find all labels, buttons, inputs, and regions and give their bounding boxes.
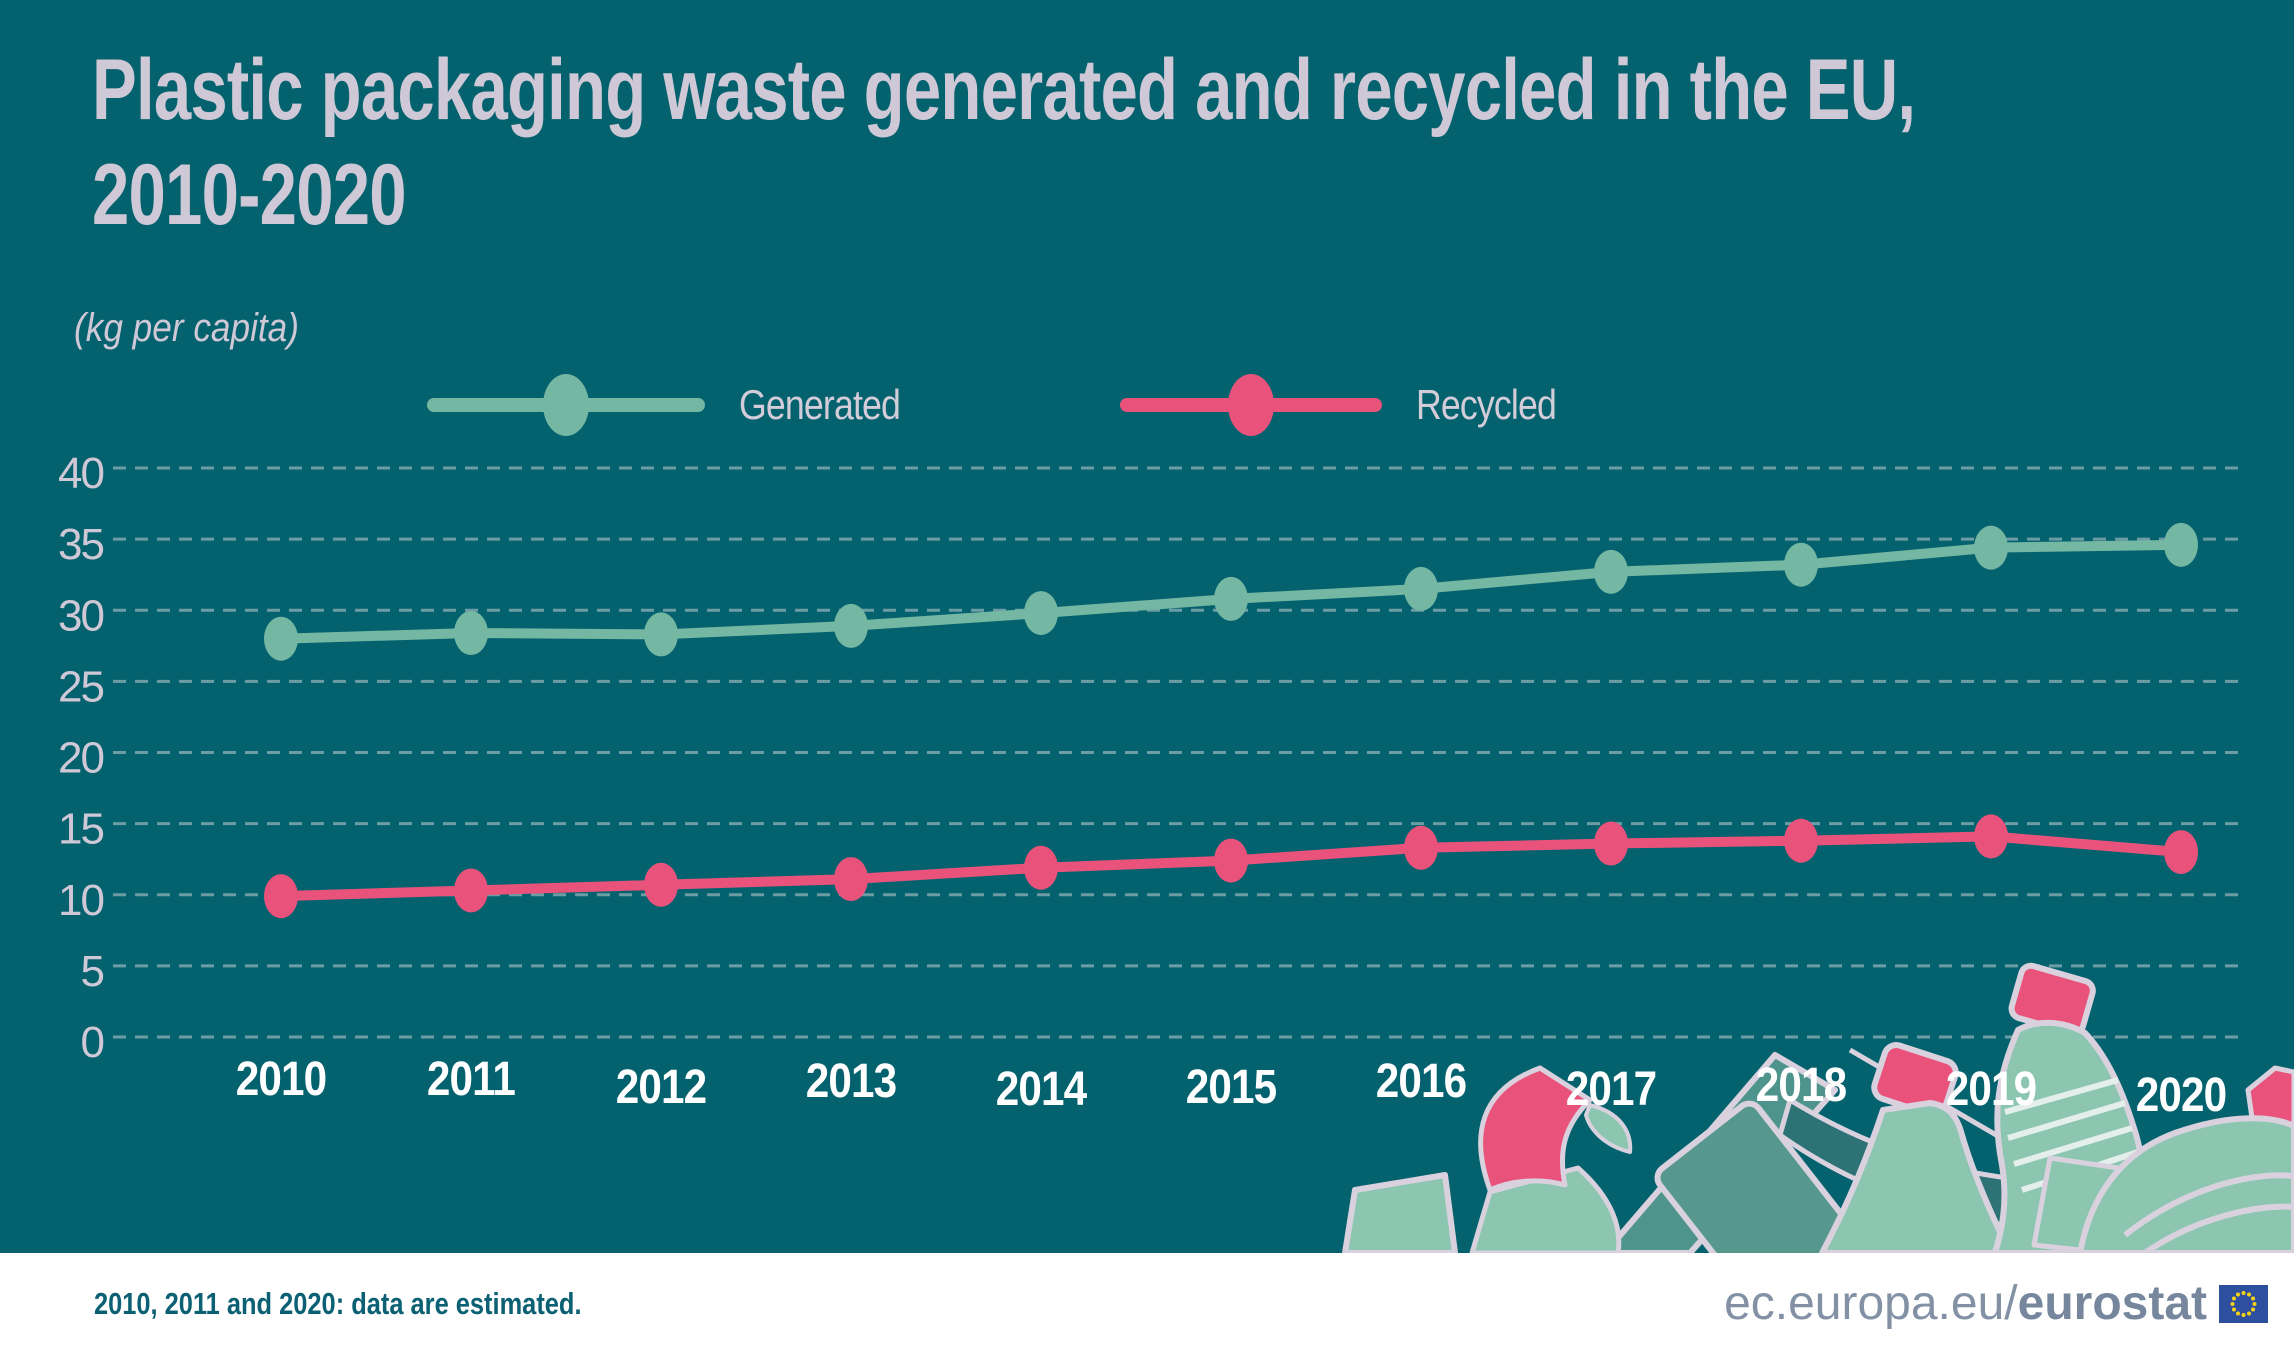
plastic-panel bbox=[1342, 1172, 1458, 1253]
y-tick-label: 25 bbox=[58, 662, 103, 711]
axis-unit-label: (kg per capita) bbox=[74, 306, 299, 350]
generated-point-2012 bbox=[644, 612, 678, 657]
generated-point-2016 bbox=[1404, 566, 1438, 611]
generated-point-2015 bbox=[1214, 576, 1248, 621]
legend-item-generated: Generated bbox=[427, 372, 928, 438]
recycled-point-2017 bbox=[1594, 821, 1628, 866]
recycled-point-2012 bbox=[644, 862, 678, 907]
legend-item-recycled: Recycled bbox=[1120, 372, 1581, 438]
recycled-point-2020 bbox=[2164, 830, 2198, 875]
y-tick-label: 40 bbox=[58, 449, 103, 498]
recycled-point-2015 bbox=[1214, 838, 1248, 883]
eurostat-branding: ec.europa.eu/eurostat bbox=[1724, 1276, 2268, 1331]
footnote: 2010, 2011 and 2020: data are estimated. bbox=[94, 1285, 582, 1321]
y-tick-label: 35 bbox=[58, 520, 103, 569]
legend-label-recycled: Recycled bbox=[1416, 381, 1557, 428]
footer-bar: 2010, 2011 and 2020: data are estimated.… bbox=[0, 1253, 2294, 1354]
generated-point-2017 bbox=[1594, 549, 1628, 594]
y-tick-label: 30 bbox=[58, 591, 103, 640]
recycled-point-2013 bbox=[834, 857, 868, 902]
page-title: Plastic packaging waste generated and re… bbox=[92, 42, 1916, 243]
generated-point-2010 bbox=[264, 616, 298, 661]
y-tick-label: 20 bbox=[58, 734, 103, 783]
generated-point-2013 bbox=[834, 603, 868, 648]
y-tick-label: 5 bbox=[81, 947, 104, 996]
generated-point-2020 bbox=[2164, 522, 2198, 567]
recycled-line-swatch bbox=[1120, 374, 1382, 436]
y-tick-label: 15 bbox=[58, 805, 103, 854]
y-tick-label: 0 bbox=[81, 1018, 104, 1067]
recycled-point-2014 bbox=[1024, 845, 1058, 890]
spray-bottle bbox=[1469, 1065, 1633, 1253]
recycled-point-2016 bbox=[1404, 825, 1438, 870]
y-tick-label: 10 bbox=[58, 876, 103, 925]
site-url-eurostat: eurostat bbox=[2017, 1277, 2207, 1330]
recycled-point-2010 bbox=[264, 874, 298, 919]
recycled-point-2018 bbox=[1784, 818, 1818, 863]
recycled-dot-icon bbox=[1228, 374, 1274, 436]
generated-line-swatch bbox=[427, 374, 705, 436]
water-bottle bbox=[1819, 1042, 2013, 1253]
eu-flag-icon bbox=[2219, 1284, 2268, 1323]
generated-point-2011 bbox=[454, 611, 488, 656]
generated-point-2014 bbox=[1024, 591, 1058, 636]
generated-dot-icon bbox=[543, 374, 589, 436]
site-url-prefix: ec.europa.eu/ bbox=[1724, 1277, 2018, 1330]
round-shoulder-bottle bbox=[2077, 1115, 2294, 1253]
generated-point-2019 bbox=[1974, 525, 2008, 570]
plastic-bottles-illustration bbox=[1342, 962, 2294, 1253]
legend-label-generated: Generated bbox=[739, 381, 901, 428]
recycled-point-2019 bbox=[1974, 814, 2008, 859]
recycled-point-2011 bbox=[454, 868, 488, 913]
ribbed-container bbox=[1654, 1100, 1882, 1253]
site-url: ec.europa.eu/eurostat bbox=[1724, 1276, 2207, 1331]
generated-point-2018 bbox=[1784, 542, 1818, 587]
